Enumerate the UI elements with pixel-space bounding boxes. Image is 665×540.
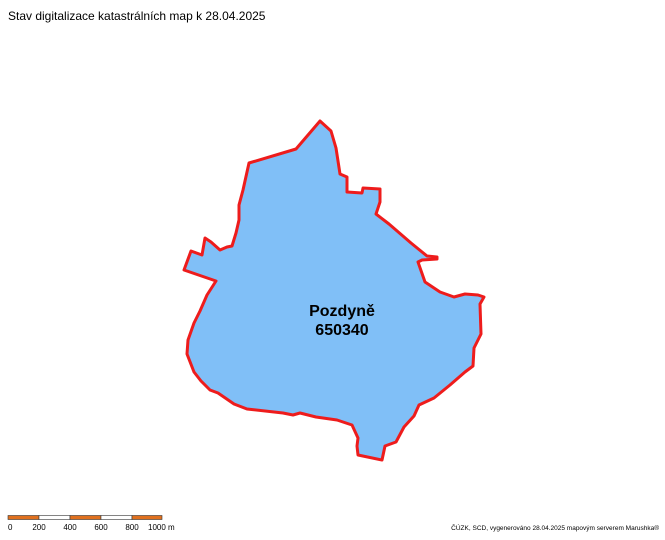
scale-label: 200 bbox=[32, 523, 46, 532]
map-title: Stav digitalizace katastrálních map k 28… bbox=[8, 9, 266, 23]
scale-segment bbox=[7, 515, 40, 520]
scale-segment bbox=[131, 515, 163, 520]
scale-label: 400 bbox=[63, 523, 77, 532]
scale-segment bbox=[100, 515, 133, 520]
area-name: Pozdyně bbox=[309, 303, 375, 320]
scale-segment bbox=[69, 515, 102, 520]
cadastral-area bbox=[182, 119, 486, 462]
scale-bar bbox=[7, 515, 163, 520]
scale-labels: 0 200 400 600 800 1000 m bbox=[8, 523, 175, 532]
scale-label: 1000 m bbox=[148, 523, 175, 532]
scale-label: 600 bbox=[94, 523, 108, 532]
scale-label: 0 bbox=[8, 523, 13, 532]
scale-label: 800 bbox=[125, 523, 139, 532]
scale-segment bbox=[38, 515, 71, 520]
area-code: 650340 bbox=[315, 322, 368, 339]
credit: ČÚZK, SCD, vygenerováno 28.04.2025 mapov… bbox=[451, 523, 659, 532]
